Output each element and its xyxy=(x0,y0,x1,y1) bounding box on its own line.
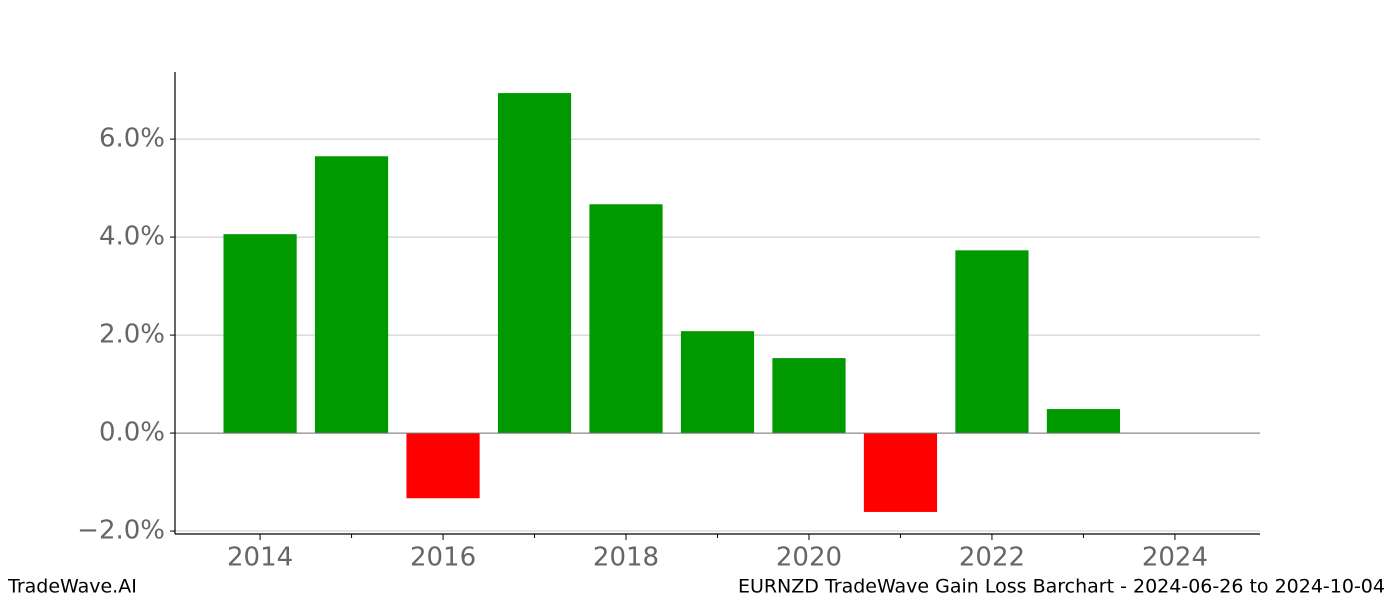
x-tick-label: 2022 xyxy=(959,543,1025,573)
source-label: TradeWave.AI xyxy=(7,576,137,598)
bar xyxy=(863,433,938,512)
x-tick-label: 2024 xyxy=(1142,543,1208,573)
bar xyxy=(314,156,389,434)
x-tick-label: 2018 xyxy=(593,543,659,573)
y-tick-label: 6.0% xyxy=(99,124,165,154)
bar xyxy=(955,250,1029,434)
y-tick-label: 4.0% xyxy=(99,222,165,252)
bar xyxy=(406,433,480,499)
x-tick-label: 2014 xyxy=(227,543,293,573)
y-tick-label: 0.0% xyxy=(99,418,165,448)
bar xyxy=(680,331,755,434)
y-tick-label: −2.0% xyxy=(77,516,165,546)
chart-title: EURNZD TradeWave Gain Loss Barchart - 20… xyxy=(738,576,1385,598)
bar xyxy=(589,204,663,434)
bar xyxy=(1046,409,1121,434)
bar xyxy=(223,234,297,434)
x-tick-label: 2020 xyxy=(776,543,842,573)
y-tick-label: 2.0% xyxy=(99,320,165,350)
bar xyxy=(497,93,572,434)
x-tick-label: 2016 xyxy=(410,543,476,573)
bar xyxy=(772,358,846,434)
